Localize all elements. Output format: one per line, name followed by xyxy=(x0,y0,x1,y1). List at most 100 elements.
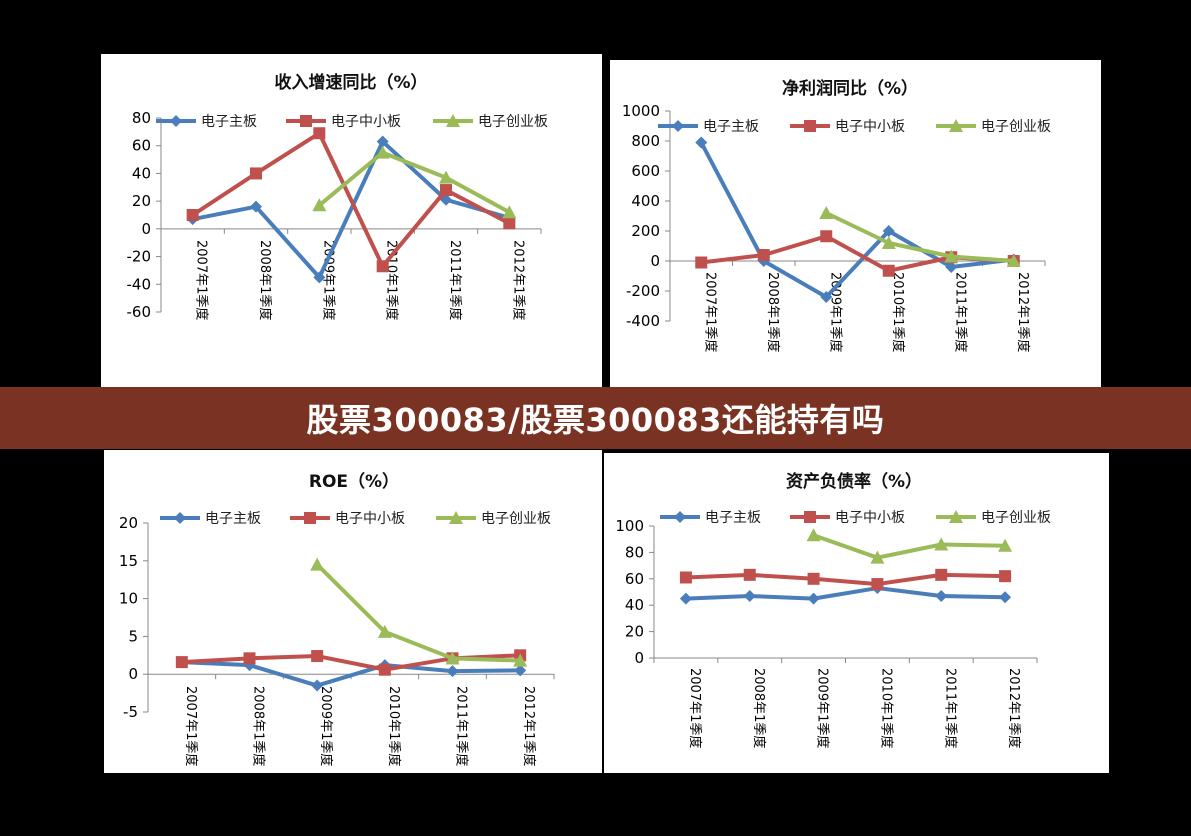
data-point xyxy=(807,592,820,605)
y-tick-label: 400 xyxy=(631,192,660,210)
data-point xyxy=(311,679,324,692)
data-point xyxy=(820,230,833,243)
legend-marker xyxy=(300,115,312,127)
legend-marker xyxy=(449,511,463,524)
legend-marker xyxy=(672,120,684,132)
data-point xyxy=(679,571,692,584)
y-tick-label: -20 xyxy=(127,248,152,266)
category-label: 2008年1季度 xyxy=(765,272,781,352)
category-label: 2011年1季度 xyxy=(454,686,470,766)
data-point xyxy=(870,550,885,564)
legend-label: 电子中小板 xyxy=(331,114,401,130)
category-label: 2008年1季度 xyxy=(257,240,273,320)
data-point xyxy=(998,538,1013,552)
data-point xyxy=(175,656,188,669)
legend-marker xyxy=(804,120,816,132)
series-line xyxy=(191,131,511,269)
legend-marker xyxy=(804,511,816,523)
series-line xyxy=(685,586,1006,601)
y-tick-label: 1000 xyxy=(622,102,660,120)
legend-marker xyxy=(170,115,182,127)
legend-label: 电子中小板 xyxy=(335,511,405,527)
data-point xyxy=(378,663,391,676)
data-point xyxy=(513,653,528,667)
y-tick-label: 60 xyxy=(625,570,644,588)
data-point xyxy=(757,249,770,261)
legend-marker xyxy=(674,511,686,523)
category-label: 2010年1季度 xyxy=(384,240,400,320)
y-tick-label: 20 xyxy=(132,192,151,210)
category-label: 2007年1季度 xyxy=(183,686,199,766)
y-tick-label: 0 xyxy=(128,665,138,683)
series-line xyxy=(192,139,510,280)
chart-title: ROE（%） xyxy=(309,471,399,492)
data-point xyxy=(311,650,324,663)
y-tick-label: 60 xyxy=(132,137,151,155)
category-label: 2010年1季度 xyxy=(386,686,402,766)
y-tick-label: 40 xyxy=(132,164,151,182)
series-line xyxy=(699,141,1014,299)
y-tick-label: 200 xyxy=(631,222,660,240)
y-tick-label: 100 xyxy=(615,517,644,535)
data-point xyxy=(502,205,517,219)
data-point xyxy=(250,167,262,180)
legend-marker xyxy=(949,119,963,132)
data-point xyxy=(376,260,389,273)
category-label: 2009年1季度 xyxy=(320,240,336,320)
series-line xyxy=(181,660,521,688)
chart-panel-revenue-growth: 收入增速同比（%） 80 60 40 20 0 -20 -40 -60 2007年1季度 2008年… xyxy=(101,54,602,389)
data-point xyxy=(312,198,327,212)
legend-label: 电子主板 xyxy=(201,114,257,130)
category-label: 2009年1季度 xyxy=(318,686,334,766)
legend-marker xyxy=(174,512,186,524)
y-tick-label: -400 xyxy=(626,312,660,330)
data-point xyxy=(439,170,453,184)
category-label: 2007年1季度 xyxy=(702,272,718,352)
y-tick-label: 15 xyxy=(119,552,138,570)
category-label: 2009年1季度 xyxy=(815,668,831,748)
category-label: 2010年1季度 xyxy=(878,668,894,748)
data-point xyxy=(503,217,516,230)
data-point xyxy=(446,665,459,678)
data-point xyxy=(679,592,692,605)
data-point xyxy=(881,236,896,249)
data-point xyxy=(944,249,959,263)
data-point xyxy=(743,568,756,581)
legend-marker xyxy=(949,510,963,523)
y-tick-label: 5 xyxy=(128,627,138,645)
legend-label: 电子创业板 xyxy=(481,511,551,527)
chart-title: 收入增速同比（%） xyxy=(274,72,427,93)
data-point xyxy=(882,264,895,277)
data-point xyxy=(743,589,756,602)
data-point xyxy=(807,572,820,585)
data-point xyxy=(695,136,708,149)
y-tick-label: 0 xyxy=(650,252,660,270)
data-point xyxy=(935,589,948,602)
category-label: 2011年1季度 xyxy=(942,668,958,748)
category-label: 2012年1季度 xyxy=(510,240,526,320)
chart-panel-debt-ratio: 资产负债率（%） 100 80 60 40 20 0 2007年1季度 2008年1季度 2009… xyxy=(604,453,1109,773)
category-label: 2008年1季度 xyxy=(751,668,767,748)
data-point xyxy=(999,570,1012,583)
data-point xyxy=(186,209,199,221)
y-tick-label: -40 xyxy=(127,275,152,293)
revenue-growth-chart: 收入增速同比（%） 80 60 40 20 0 -20 -40 -60 2007年1季度 2008年… xyxy=(127,72,549,321)
data-point xyxy=(313,127,326,140)
data-point xyxy=(376,135,389,148)
legend-label: 电子中小板 xyxy=(835,510,905,526)
data-point xyxy=(375,145,390,159)
y-tick-label: 800 xyxy=(631,132,660,150)
y-tick-label: 0 xyxy=(634,649,644,667)
data-point xyxy=(250,200,262,213)
banner-title: 股票300083/股票300083还能持有吗 xyxy=(306,401,885,439)
data-point xyxy=(310,557,325,571)
series-line xyxy=(318,150,511,214)
category-label: 2011年1季度 xyxy=(952,272,968,352)
data-point xyxy=(806,528,821,542)
category-label: 2007年1季度 xyxy=(194,240,210,320)
y-tick-label: 40 xyxy=(625,596,644,614)
data-point xyxy=(695,256,708,269)
data-point xyxy=(820,291,833,303)
chart-title: 资产负债率（%） xyxy=(786,471,922,492)
data-point xyxy=(871,578,884,591)
